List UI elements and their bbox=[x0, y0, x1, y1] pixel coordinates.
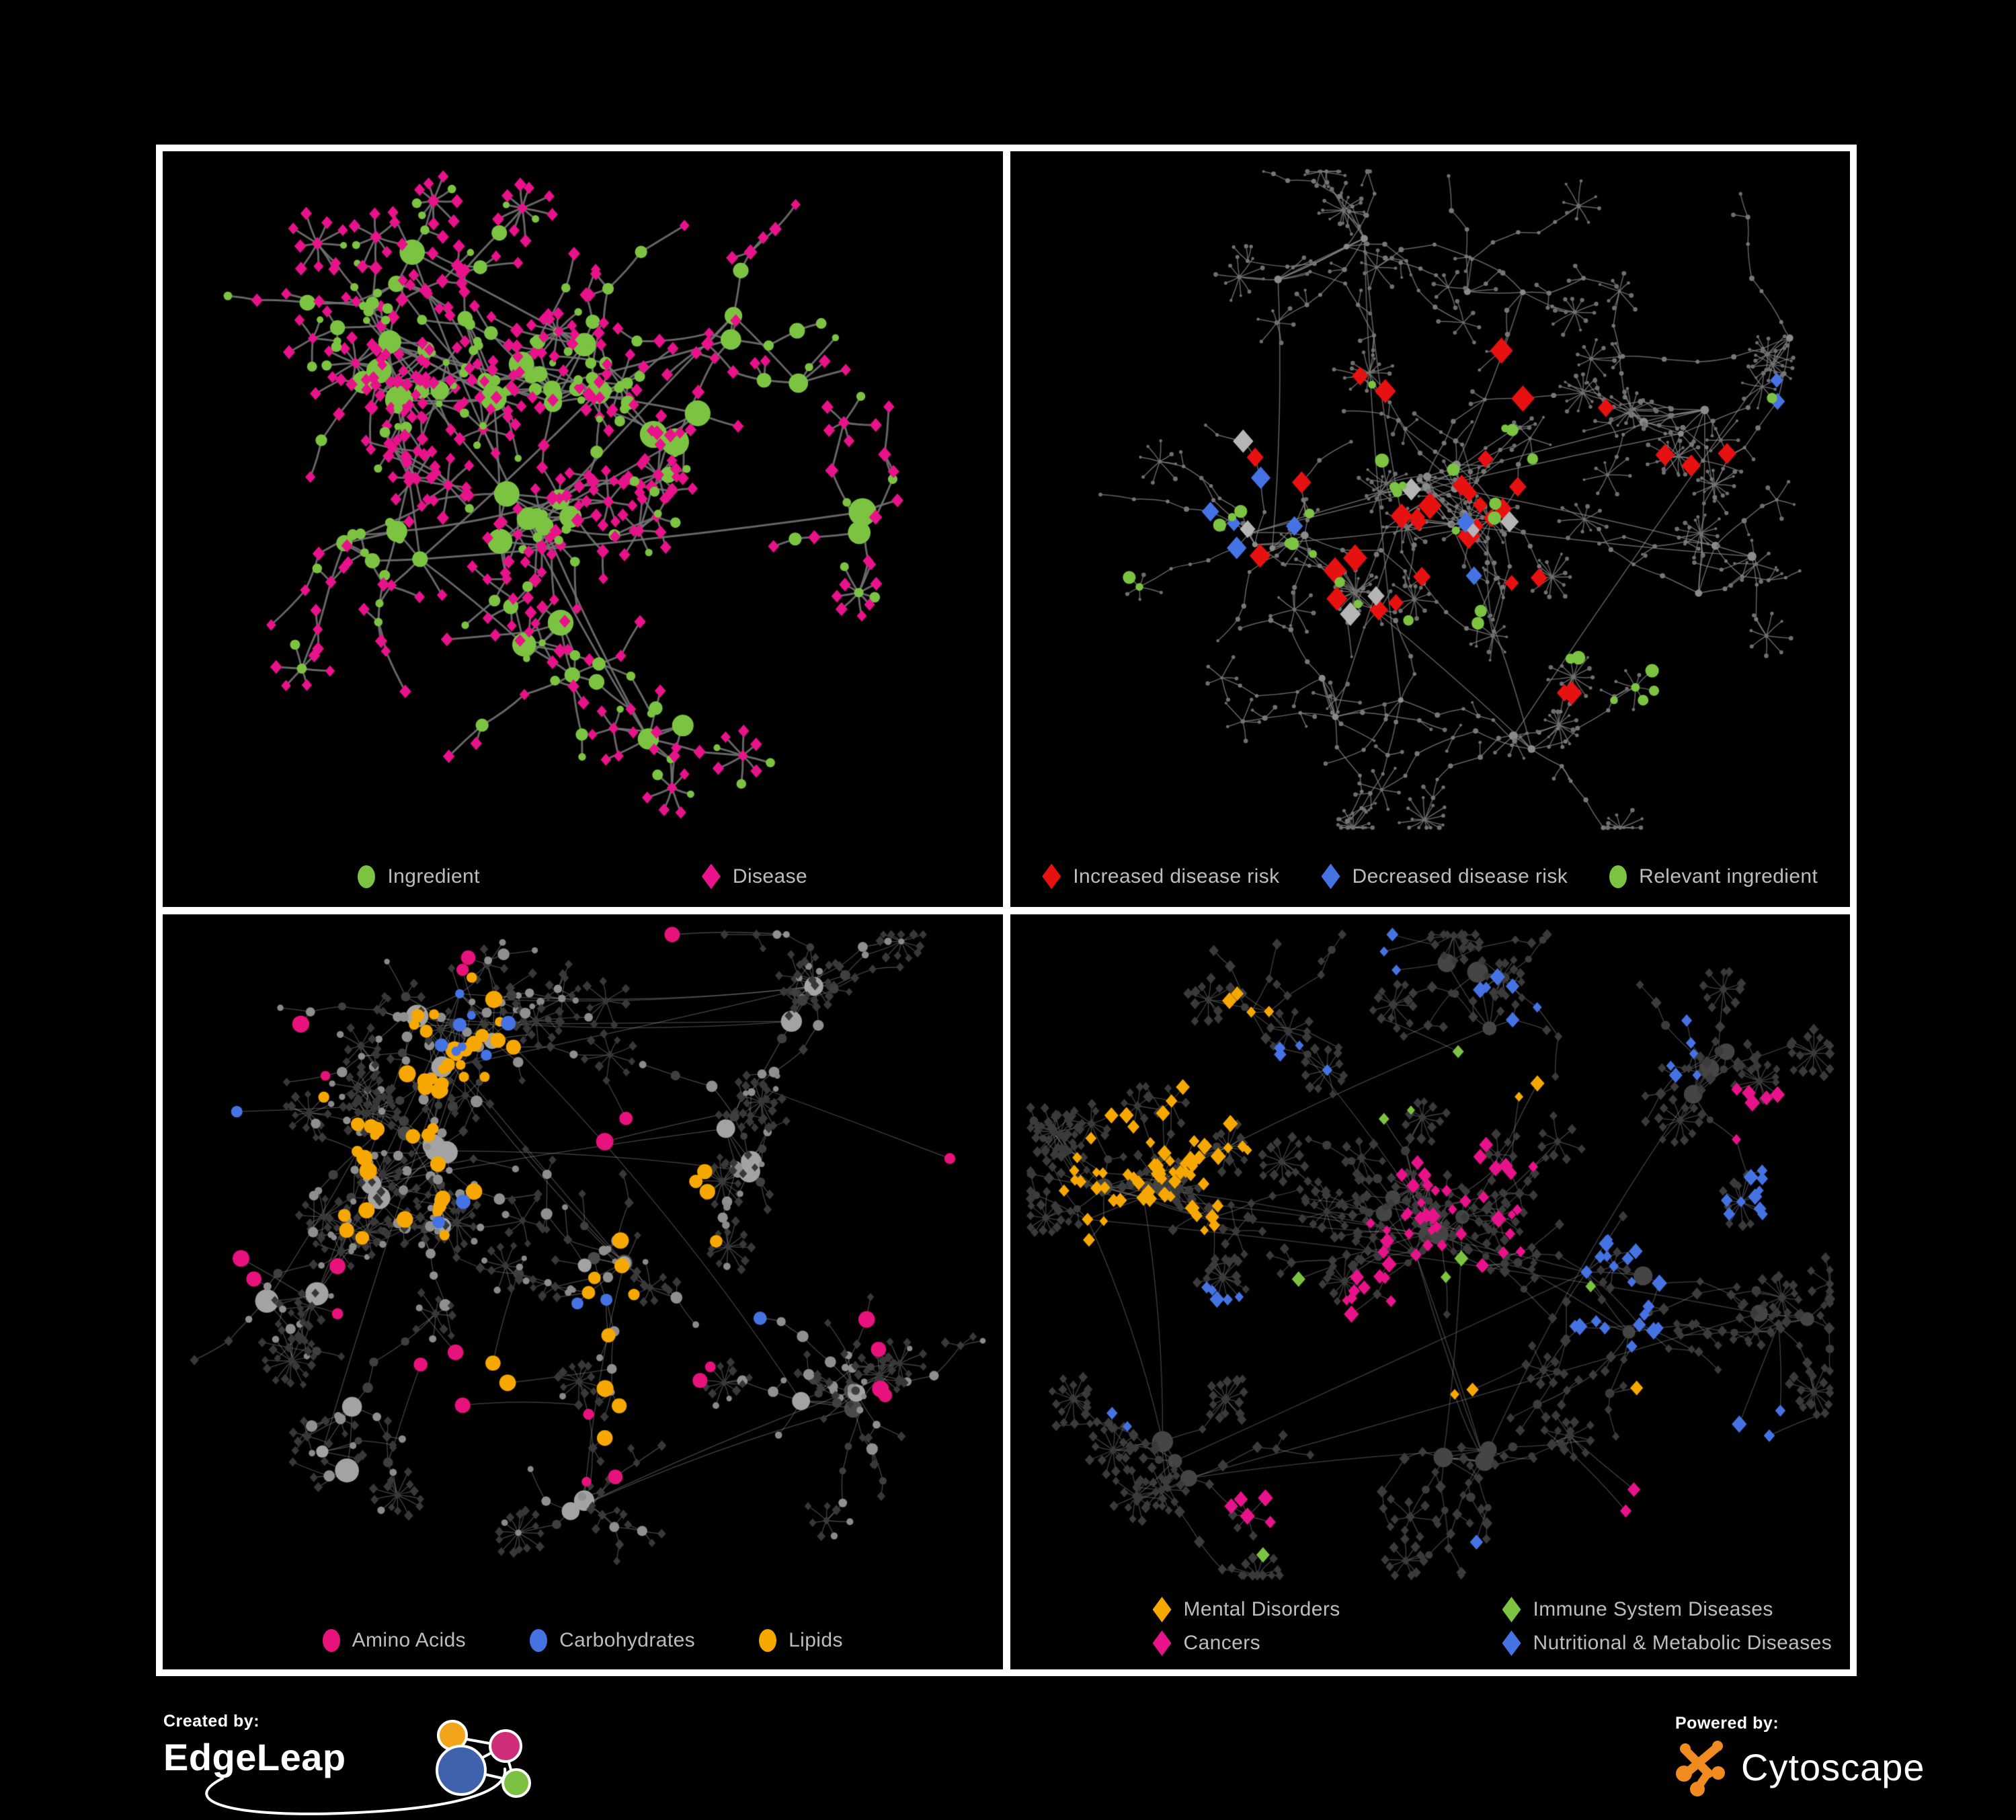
legend-ingredient-categories: Amino Acids Carbohydrates Lipids bbox=[163, 1629, 1003, 1652]
legend-item: Cancers bbox=[1152, 1630, 1502, 1656]
ingredient-categories-network-graph bbox=[163, 914, 1003, 1669]
diamond-marker-icon bbox=[1042, 863, 1061, 889]
diamond-marker-icon bbox=[1502, 1630, 1521, 1656]
edgeleap-wordmark: EdgeLeap bbox=[163, 1736, 346, 1778]
created-by-label: Created by: bbox=[163, 1712, 260, 1731]
diamond-marker-icon bbox=[1321, 863, 1340, 889]
powered-by-label: Powered by: bbox=[1675, 1714, 1779, 1733]
diamond-marker-icon bbox=[1502, 1597, 1521, 1622]
legend-label: Ingredient bbox=[387, 865, 480, 887]
legend-label: Cancers bbox=[1183, 1632, 1261, 1654]
legend-item: Amino Acids bbox=[322, 1629, 467, 1652]
legend-item: Mental Disorders bbox=[1152, 1597, 1502, 1622]
circle-marker-icon bbox=[358, 865, 376, 888]
edgeleap-brand-row: EdgeLeap bbox=[163, 1720, 567, 1815]
diamond-marker-icon bbox=[701, 863, 721, 889]
legend-label: Disease bbox=[732, 865, 808, 887]
legend-label: Amino Acids bbox=[352, 1629, 467, 1651]
legend-label: Increased disease risk bbox=[1073, 865, 1280, 887]
circle-marker-icon bbox=[1609, 865, 1627, 888]
disease-risk-network-graph bbox=[1010, 151, 1850, 907]
legend-label: Immune System Diseases bbox=[1533, 1598, 1773, 1620]
legend-item: Carbohydrates bbox=[530, 1629, 695, 1652]
circle-marker-icon bbox=[530, 1629, 548, 1652]
legend-label: Relevant ingredient bbox=[1639, 865, 1818, 887]
ingredient-disease-network-graph bbox=[163, 151, 1003, 907]
legend-label: Decreased disease risk bbox=[1352, 865, 1568, 887]
diamond-marker-icon bbox=[1152, 1630, 1172, 1656]
panel-ingredient-disease-network: Ingredient Disease bbox=[163, 151, 1003, 907]
panel-ingredient-categories-network: Amino Acids Carbohydrates Lipids bbox=[163, 914, 1003, 1669]
circle-marker-icon bbox=[759, 1629, 777, 1652]
legend-label: Carbohydrates bbox=[559, 1629, 696, 1651]
legend-item: Decreased disease risk bbox=[1321, 863, 1568, 889]
legend-item: Relevant ingredient bbox=[1609, 865, 1818, 888]
diamond-marker-icon bbox=[1152, 1597, 1172, 1622]
edgeleap-credit: Created by: EdgeLeap bbox=[163, 1712, 567, 1819]
legend-label: Lipids bbox=[789, 1629, 843, 1651]
legend-ingredient-disease: Ingredient Disease bbox=[163, 863, 1003, 889]
legend-item: Nutritional & Metabolic Diseases bbox=[1502, 1630, 1832, 1656]
circle-marker-icon bbox=[322, 1629, 340, 1652]
legend-item: Disease bbox=[701, 863, 808, 889]
legend-item: Immune System Diseases bbox=[1502, 1597, 1832, 1622]
legend-disease-categories: Mental Disorders Immune System Diseases Ca… bbox=[1152, 1597, 1832, 1656]
legend-disease-risk: Increased disease risk Decreased disease … bbox=[1010, 863, 1851, 889]
cytoscape-wordmark: Cytoscape bbox=[1741, 1745, 1925, 1788]
cytoscape-logo-icon bbox=[1676, 1741, 1725, 1796]
cytoscape-brand-row: Cytoscape bbox=[1675, 1737, 1925, 1796]
panel-disease-categories-network: Mental Disorders Immune System Diseases Ca… bbox=[1010, 914, 1850, 1669]
legend-item: Ingredient bbox=[358, 865, 479, 888]
legend-item: Lipids bbox=[759, 1629, 843, 1652]
cytoscape-credit: Powered by: Cytoscape bbox=[1675, 1714, 1925, 1796]
legend-item: Increased disease risk bbox=[1042, 863, 1280, 889]
panel-disease-risk-network: Increased disease risk Decreased disease … bbox=[1010, 151, 1851, 907]
legend-label: Nutritional & Metabolic Diseases bbox=[1533, 1632, 1832, 1654]
panel-grid-frame: Ingredient Disease Increased disease risk… bbox=[156, 145, 1857, 1676]
legend-label: Mental Disorders bbox=[1183, 1598, 1340, 1620]
disease-categories-network-graph bbox=[1010, 914, 1850, 1669]
